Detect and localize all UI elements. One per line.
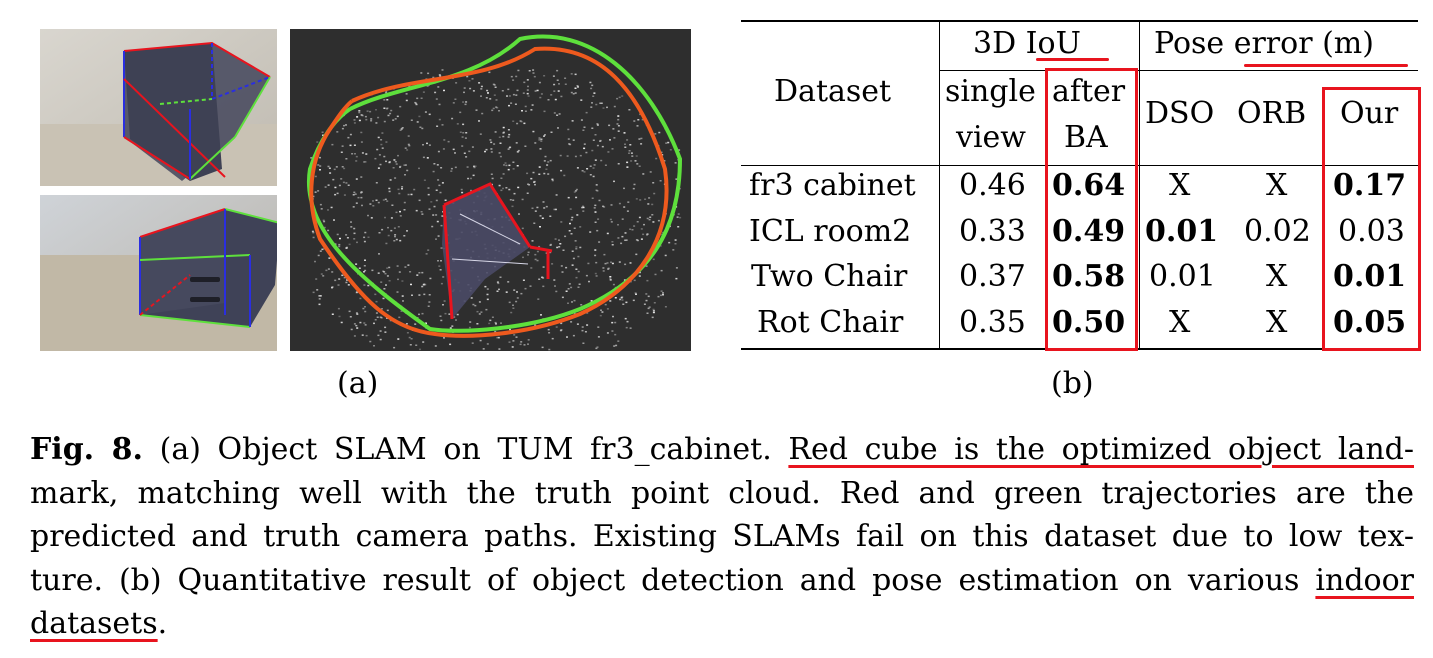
row-single: 0.46 [959, 168, 1026, 203]
row-orb: X [1266, 305, 1288, 340]
highlight-box-our [1322, 87, 1421, 351]
row-orb: 0.02 [1244, 214, 1311, 249]
row-single: 0.35 [959, 305, 1026, 340]
row-dso: X [1169, 168, 1191, 203]
header-single-1: single [945, 74, 1036, 109]
row-dso: 0.01 [1145, 214, 1219, 249]
row-after: 0.58 [1052, 259, 1126, 294]
row-orb: X [1266, 168, 1288, 203]
caption-highlight-indoor: indoor [1315, 562, 1414, 598]
cabinet-photo-top [40, 29, 277, 186]
row-after: 0.64 [1052, 168, 1126, 203]
row-dataset: fr3 cabinet [749, 168, 916, 203]
header-single-2: view [956, 120, 1026, 155]
header-dataset: Dataset [774, 74, 892, 109]
table-top-rule [741, 20, 1418, 22]
point-cloud-view [290, 29, 691, 351]
header-after-2: BA [1064, 120, 1108, 155]
header-iou-group: 3D IoU [973, 26, 1081, 61]
row-dso: X [1169, 305, 1191, 340]
predicted-trajectory [309, 46, 669, 338]
caption-line3: predicted and truth camera paths. Existi… [30, 519, 1414, 554]
table-vrule-1 [939, 20, 940, 350]
underline-error [1244, 64, 1408, 67]
panel-a-label: (a) [337, 366, 379, 401]
caption-line2: mark, matching well with the truth point… [30, 475, 1414, 511]
highlight-box-after-ba [1045, 68, 1138, 351]
row-dataset: Rot Chair [757, 305, 904, 340]
header-orb: ORB [1237, 96, 1307, 131]
row-after: 0.49 [1052, 214, 1126, 249]
row-dso: 0.01 [1149, 259, 1216, 294]
panel-b-label: (b) [1051, 366, 1094, 401]
row-our: 0.03 [1338, 214, 1405, 249]
table-vrule-2 [1139, 20, 1140, 350]
table-subheader-rule [939, 70, 1418, 71]
caption-line1-a: (a) Object SLAM on TUM fr3_cabinet. [159, 432, 772, 467]
cabinet-photo-bottom [40, 195, 277, 351]
row-dataset: Two Chair [751, 259, 908, 294]
row-our: 0.17 [1333, 168, 1407, 203]
row-orb: X [1266, 259, 1288, 294]
header-dso: DSO [1145, 96, 1215, 131]
row-after: 0.50 [1052, 305, 1126, 340]
figure-caption: Fig. 8. (a) Object SLAM on TUM fr3_cabin… [30, 428, 1414, 646]
header-pose-group: Pose error (m) [1154, 26, 1374, 61]
header-our: Our [1340, 96, 1399, 131]
caption-fig-label: Fig. 8. [30, 432, 143, 467]
caption-highlight-red-cube: Red cube is the optimized object land- [788, 432, 1414, 467]
results-table: 3D IoU Pose error (m) Dataset single vie… [741, 20, 1418, 350]
caption-highlight-datasets: datasets [30, 606, 158, 641]
header-after-1: after [1052, 74, 1126, 109]
table-header-rule [741, 165, 1418, 166]
caption-period: . [157, 606, 168, 641]
object-cube-landmark [442, 182, 553, 320]
row-our: 0.01 [1333, 259, 1407, 294]
row-dataset: ICL room2 [749, 214, 912, 249]
underline-iou [1036, 58, 1109, 61]
row-our: 0.05 [1333, 305, 1407, 340]
row-single: 0.37 [959, 259, 1026, 294]
caption-line4-a: ture. (b) Quantitative result of object … [30, 562, 1300, 598]
row-single: 0.33 [959, 214, 1026, 249]
